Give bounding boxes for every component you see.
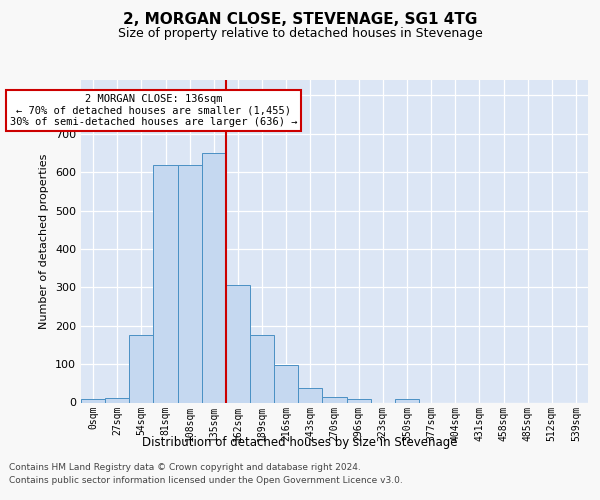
Text: 2 MORGAN CLOSE: 136sqm
← 70% of detached houses are smaller (1,455)
30% of semi-: 2 MORGAN CLOSE: 136sqm ← 70% of detached… (10, 94, 297, 128)
Text: Distribution of detached houses by size in Stevenage: Distribution of detached houses by size … (142, 436, 458, 449)
Bar (105, 398, 129, 402)
Bar (81, 400, 105, 402)
Text: Contains HM Land Registry data © Crown copyright and database right 2024.: Contains HM Land Registry data © Crown c… (9, 464, 361, 472)
Bar (202, 153, 226, 402)
Bar (395, 400, 419, 402)
Bar (298, 388, 322, 402)
Bar (322, 396, 347, 402)
Text: Contains public sector information licensed under the Open Government Licence v3: Contains public sector information licen… (9, 476, 403, 485)
Text: 2, MORGAN CLOSE, STEVENAGE, SG1 4TG: 2, MORGAN CLOSE, STEVENAGE, SG1 4TG (123, 12, 477, 28)
Bar (274, 366, 298, 403)
Text: Size of property relative to detached houses in Stevenage: Size of property relative to detached ho… (118, 28, 482, 40)
Bar (154, 165, 178, 402)
Bar (226, 286, 250, 403)
Bar (178, 165, 202, 402)
Bar (129, 336, 154, 402)
Y-axis label: Number of detached properties: Number of detached properties (40, 154, 49, 329)
Bar (347, 398, 371, 402)
Bar (250, 336, 274, 402)
